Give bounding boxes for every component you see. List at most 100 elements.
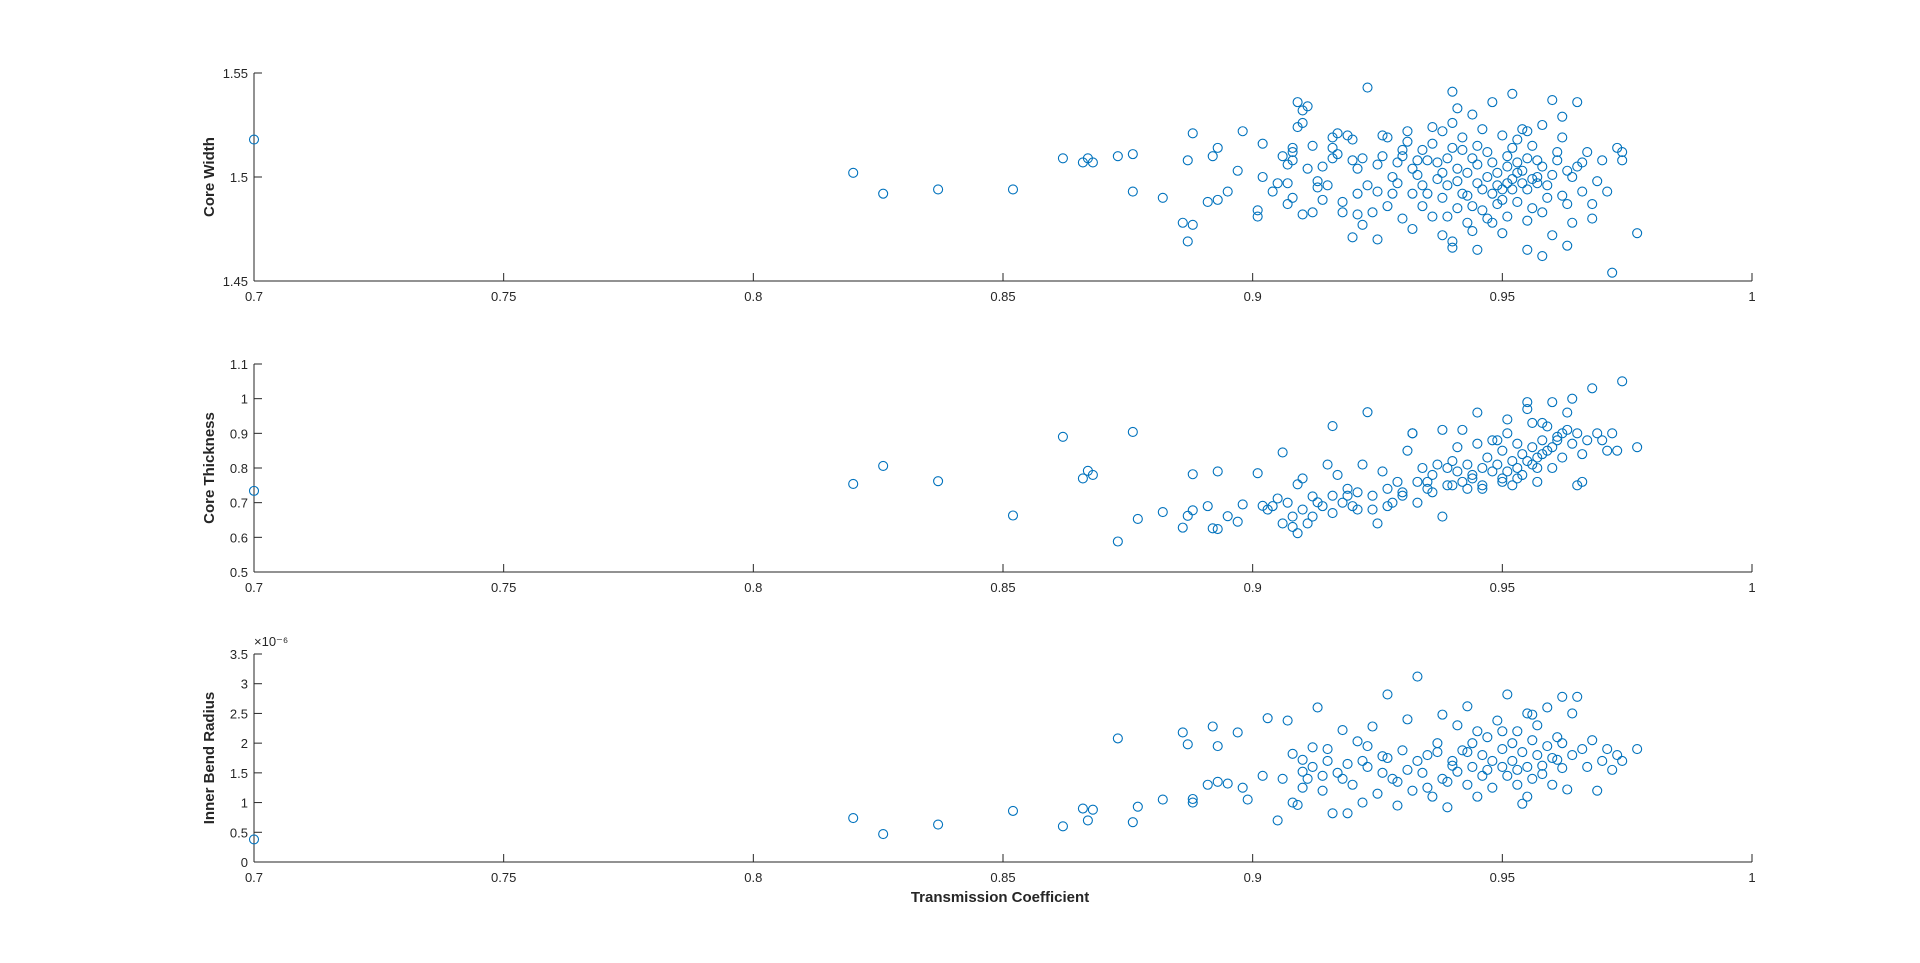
data-point xyxy=(1287,511,1298,522)
data-point xyxy=(1462,779,1473,790)
data-point xyxy=(1592,428,1603,439)
data-point xyxy=(1617,146,1628,158)
data-point xyxy=(1277,518,1288,529)
data-point xyxy=(1332,128,1343,139)
x-tick-label: 0.85 xyxy=(990,870,1015,885)
data-point xyxy=(1592,176,1603,187)
data-point xyxy=(1127,186,1138,197)
data-point xyxy=(1087,804,1098,815)
data-point xyxy=(1277,151,1288,162)
data-point xyxy=(1297,473,1308,484)
data-point xyxy=(1607,428,1618,439)
data-point xyxy=(1237,126,1248,137)
data-point xyxy=(1467,761,1478,772)
data-point xyxy=(1447,755,1458,767)
data-point xyxy=(1157,506,1168,518)
data-point xyxy=(1297,504,1308,515)
data-point xyxy=(1112,733,1123,744)
data-point xyxy=(1362,82,1373,93)
data-point xyxy=(1352,504,1363,515)
data-point xyxy=(1597,155,1608,166)
data-point xyxy=(1007,805,1019,816)
data-point xyxy=(1607,267,1618,278)
data-point xyxy=(1537,449,1548,460)
data-point xyxy=(1222,186,1233,197)
data-point xyxy=(1527,442,1538,453)
data-point xyxy=(1532,476,1543,487)
data-point xyxy=(1507,755,1518,767)
data-point xyxy=(1497,228,1508,239)
data-point xyxy=(1427,791,1438,802)
data-point xyxy=(1507,480,1518,491)
data-point xyxy=(1382,689,1393,700)
data-point xyxy=(1132,801,1143,812)
data-point xyxy=(1127,149,1138,160)
data-point xyxy=(1587,735,1598,746)
data-point xyxy=(1492,435,1503,446)
data-point xyxy=(1547,397,1558,408)
x-tick-label: 0.85 xyxy=(990,580,1015,595)
data-point xyxy=(1362,741,1373,752)
data-point xyxy=(1317,194,1328,205)
data-point xyxy=(1487,466,1498,477)
subplot-core-thickness: 0.7 0.75 0.8 0.85 0.9 0.95 1 0.5 0.6 0.7 0.8 0.9 1 1.… xyxy=(201,357,1756,595)
data-point xyxy=(1477,205,1488,216)
data-point xyxy=(1507,174,1518,185)
data-point xyxy=(1522,404,1533,415)
data-point xyxy=(1322,459,1333,470)
data-point xyxy=(1412,671,1423,682)
data-point xyxy=(1542,445,1553,456)
data-point xyxy=(1497,476,1508,487)
data-point xyxy=(1407,188,1418,199)
data-point xyxy=(1557,132,1568,143)
data-point xyxy=(1402,714,1413,725)
data-point xyxy=(1427,138,1438,149)
data-point xyxy=(1432,459,1443,470)
data-point xyxy=(1357,459,1368,470)
data-point xyxy=(1157,192,1168,203)
data-point xyxy=(1582,435,1593,446)
data-point xyxy=(1522,153,1533,164)
data-point xyxy=(1182,510,1193,521)
data-point xyxy=(1402,136,1413,147)
data-point xyxy=(1452,466,1463,477)
data-point xyxy=(1327,490,1338,501)
data-point xyxy=(1267,186,1278,197)
data-point xyxy=(1482,764,1493,775)
data-point xyxy=(1547,779,1558,790)
data-point xyxy=(1517,178,1528,189)
data-point xyxy=(1452,103,1463,114)
data-point xyxy=(1532,452,1543,463)
data-point xyxy=(1297,766,1308,777)
data-point xyxy=(1617,755,1628,767)
data-point xyxy=(1562,407,1573,418)
y-tick-label: 1.5 xyxy=(230,766,248,781)
data-point xyxy=(1562,784,1573,795)
data-point xyxy=(1362,407,1373,418)
x-tick-label: 0.9 xyxy=(1244,870,1262,885)
data-point xyxy=(1237,499,1248,510)
data-point xyxy=(1392,157,1403,168)
data-point xyxy=(1472,178,1483,189)
data-point xyxy=(1287,142,1298,153)
x-tick-label: 0.75 xyxy=(491,580,516,595)
y-tick-label: 1.45 xyxy=(223,274,248,289)
data-point xyxy=(1437,773,1448,784)
data-point xyxy=(1212,466,1223,477)
data-point xyxy=(1462,701,1473,712)
data-point xyxy=(1407,163,1418,174)
data-point xyxy=(1577,476,1588,487)
data-point xyxy=(1442,462,1453,474)
data-point xyxy=(1597,755,1608,767)
x-axis-title: Transmission Coefficient xyxy=(911,889,1089,906)
data-point xyxy=(1252,211,1263,222)
data-point xyxy=(1567,171,1578,183)
data-point xyxy=(1447,242,1458,253)
y-exponent-label: ×10⁻⁶ xyxy=(254,634,288,649)
data-point xyxy=(1407,223,1418,235)
data-point xyxy=(1272,493,1283,504)
data-point xyxy=(1537,768,1548,780)
data-point xyxy=(1307,140,1318,151)
data-point xyxy=(1572,480,1583,491)
